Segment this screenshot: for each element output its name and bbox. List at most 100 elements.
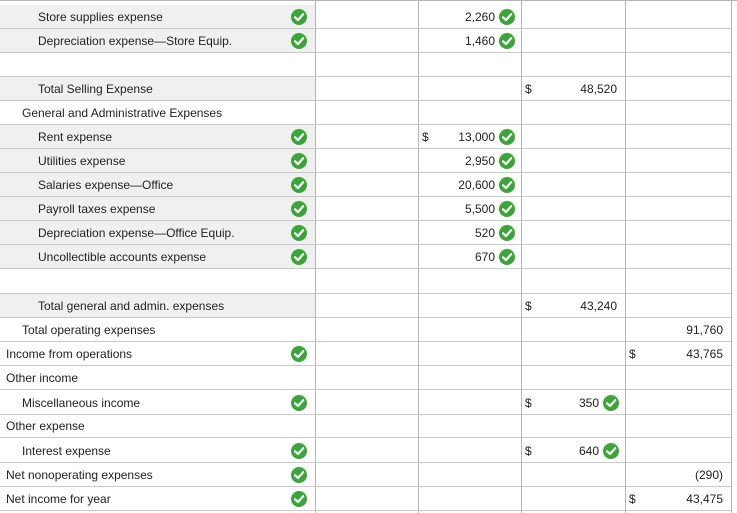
row-label-cell[interactable]: Miscellaneous income <box>0 391 315 415</box>
c4-cell <box>625 173 731 197</box>
row-label-cell[interactable]: Net income for year <box>0 487 315 511</box>
check-circle-icon <box>291 249 307 265</box>
c3-cell <box>521 318 625 342</box>
c1-cell <box>315 414 418 438</box>
c4-cell[interactable]: $43,765 <box>625 342 731 366</box>
c2-cell <box>418 342 521 366</box>
c2-cell[interactable]: $13,000 <box>418 125 521 149</box>
c3-cell[interactable]: $43,240 <box>521 294 625 318</box>
c2-cell[interactable]: 2,950 <box>418 149 521 173</box>
check-circle-icon <box>291 33 307 49</box>
statement-row: Total Selling Expense $48,520 <box>0 77 737 101</box>
check-circle-icon <box>603 443 619 459</box>
statement-row: Total operating expenses 91,760 <box>0 318 737 342</box>
row-label: Total Selling Expense <box>38 82 153 96</box>
c4-cell[interactable]: 91,760 <box>625 318 731 342</box>
check-circle-icon <box>499 9 515 25</box>
c1-cell <box>315 294 418 318</box>
c2-cell[interactable]: 1,460 <box>418 29 521 53</box>
row-label-cell[interactable]: Other income <box>0 366 315 390</box>
c4-cell <box>625 149 731 173</box>
row-label-cell[interactable]: Salaries expense—Office <box>0 173 315 197</box>
c2-cell <box>418 77 521 101</box>
statement-row: Depreciation expense—Store Equip. 1,460 <box>0 29 737 53</box>
row-label-cell[interactable]: Payroll taxes expense <box>0 197 315 221</box>
row-label-cell[interactable]: Depreciation expense—Office Equip. <box>0 221 315 245</box>
row-label-cell[interactable]: Total general and admin. expenses <box>0 294 315 318</box>
statement-row: Payroll taxes expense 5,500 <box>0 197 737 221</box>
blank-row <box>0 53 737 77</box>
check-circle-icon <box>499 33 515 49</box>
row-label: Income from operations <box>6 347 133 361</box>
check-circle-icon <box>499 249 515 265</box>
amount-value: 670 <box>474 250 495 264</box>
c2-cell[interactable]: 670 <box>418 245 521 269</box>
c2-cell[interactable]: 20,600 <box>418 173 521 197</box>
c2-cell[interactable]: 5,500 <box>418 197 521 221</box>
row-label: Payroll taxes expense <box>38 202 156 216</box>
amount-value: 48,520 <box>580 82 617 96</box>
amount-value: (290) <box>694 468 723 482</box>
c2-cell[interactable]: 2,260 <box>418 5 521 29</box>
row-label-cell[interactable]: Rent expense <box>0 125 315 149</box>
row-label-cell[interactable]: Income from operations <box>0 342 315 366</box>
row-label-cell[interactable]: Store supplies expense <box>0 5 315 29</box>
amount-value: 91,760 <box>686 323 723 337</box>
currency-symbol: $ <box>525 82 532 96</box>
statement-row: Other income <box>0 366 737 390</box>
c3-cell <box>521 53 625 77</box>
row-label-cell[interactable]: Interest expense <box>0 439 315 463</box>
c1-cell <box>315 5 418 29</box>
row-label-cell[interactable]: Total Selling Expense <box>0 77 315 101</box>
amount-value: 43,765 <box>686 347 723 361</box>
c1-cell <box>315 318 418 342</box>
statement-row: Income from operations $43,765 <box>0 342 737 366</box>
c1-cell <box>315 221 418 245</box>
currency-symbol: $ <box>629 492 636 506</box>
c3-cell[interactable]: $640 <box>521 439 625 463</box>
c3-cell <box>521 101 625 125</box>
row-label: Total general and admin. expenses <box>38 299 225 313</box>
c3-cell <box>521 221 625 245</box>
row-label-cell[interactable]: Net nonoperating expenses <box>0 463 315 487</box>
c2-cell <box>418 414 521 438</box>
check-circle-icon <box>291 395 307 411</box>
c1-cell <box>315 342 418 366</box>
statement-row: Net income for year $43,475 <box>0 487 737 511</box>
check-circle-icon <box>499 177 515 193</box>
currency-symbol: $ <box>422 130 429 144</box>
c4-cell[interactable]: $43,475 <box>625 487 731 511</box>
c3-cell[interactable]: $350 <box>521 391 625 415</box>
c1-cell <box>315 77 418 101</box>
c4-cell <box>625 101 731 125</box>
blank-row <box>0 270 737 294</box>
check-circle-icon <box>291 467 307 483</box>
c4-cell[interactable]: (290) <box>625 463 731 487</box>
c3-cell <box>521 463 625 487</box>
row-label-cell[interactable]: Other expense <box>0 414 315 438</box>
c2-cell <box>418 53 521 77</box>
check-circle-icon <box>603 395 619 411</box>
amount-value: 20,600 <box>458 178 495 192</box>
c1-cell <box>315 463 418 487</box>
c2-cell[interactable]: 520 <box>418 221 521 245</box>
row-label: Depreciation expense—Store Equip. <box>38 34 233 48</box>
c4-cell <box>625 5 731 29</box>
currency-symbol: $ <box>525 396 532 410</box>
row-label-cell[interactable]: Uncollectible accounts expense <box>0 245 315 269</box>
c2-cell <box>418 391 521 415</box>
c3-cell[interactable]: $48,520 <box>521 77 625 101</box>
amount-value: 5,500 <box>464 202 495 216</box>
c3-cell <box>521 366 625 390</box>
row-label-cell[interactable]: General and Administrative Expenses <box>0 101 315 125</box>
amount-value: 520 <box>474 226 495 240</box>
check-circle-icon <box>291 177 307 193</box>
c4-cell <box>625 270 731 294</box>
c1-cell <box>315 270 418 294</box>
check-circle-icon <box>291 201 307 217</box>
row-label-cell[interactable]: Utilities expense <box>0 149 315 173</box>
row-label-cell[interactable]: Depreciation expense—Store Equip. <box>0 29 315 53</box>
check-circle-icon <box>291 491 307 507</box>
row-label: Uncollectible accounts expense <box>38 250 207 264</box>
row-label-cell[interactable]: Total operating expenses <box>0 318 315 342</box>
